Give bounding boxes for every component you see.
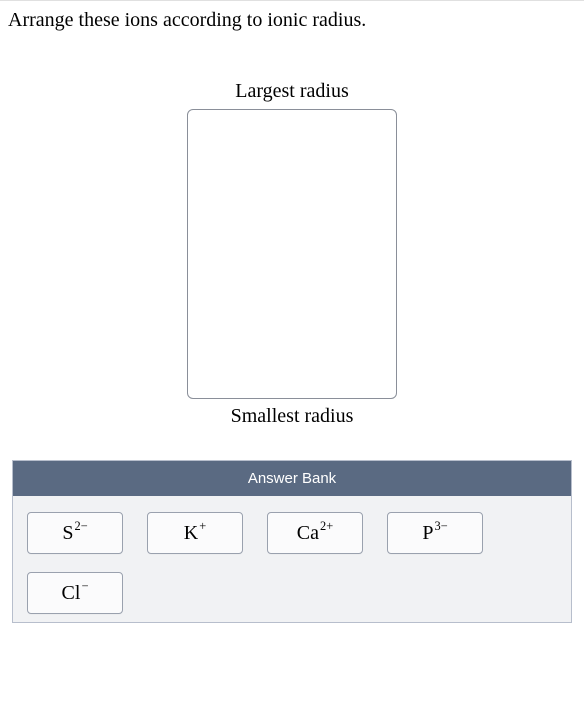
ion-base: Ca [297, 522, 319, 545]
ranking-drop-zone[interactable] [187, 109, 397, 399]
ion-base: P [422, 522, 433, 545]
largest-radius-label: Largest radius [235, 80, 349, 103]
ion-tile-clminus[interactable]: Cl− [27, 572, 123, 614]
ion-tile-kplus[interactable]: K+ [147, 512, 243, 554]
ion-tile-p3minus[interactable]: P3− [387, 512, 483, 554]
ion-tile-ca2plus[interactable]: Ca2+ [267, 512, 363, 554]
ion-base: S [62, 522, 73, 545]
ranking-area: Largest radius Smallest radius [8, 80, 576, 428]
question-container: Arrange these ions according to ionic ra… [0, 0, 584, 641]
answer-bank-header: Answer Bank [13, 461, 571, 496]
ion-base: Cl [62, 582, 81, 605]
smallest-radius-label: Smallest radius [231, 405, 354, 428]
ion-base: K [184, 522, 198, 545]
question-prompt: Arrange these ions according to ionic ra… [8, 9, 576, 32]
ion-tile-s2minus[interactable]: S2− [27, 512, 123, 554]
answer-bank-body: S2− K+ Ca2+ P3− Cl− [13, 496, 571, 622]
answer-bank: Answer Bank S2− K+ Ca2+ P3− Cl− [12, 460, 572, 623]
